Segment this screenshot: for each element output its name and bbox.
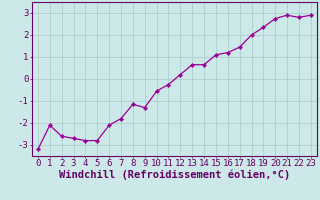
X-axis label: Windchill (Refroidissement éolien,°C): Windchill (Refroidissement éolien,°C) [59, 170, 290, 180]
